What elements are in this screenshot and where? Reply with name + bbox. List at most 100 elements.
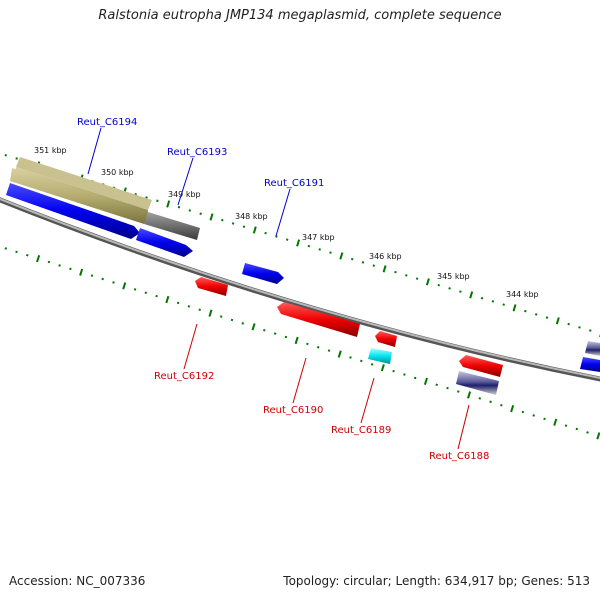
scale-minor-tick — [284, 335, 288, 339]
scale-major-tick — [209, 213, 214, 221]
scale-minor-tick — [177, 205, 181, 209]
gene-label-reut-c6189[interactable]: Reut_C6189 — [331, 425, 391, 436]
leader-reut-c6190 — [292, 357, 307, 404]
scale-minor-tick — [47, 260, 51, 264]
scale-major-tick — [423, 377, 428, 385]
accession-text: Accession: NC_007336 — [9, 574, 146, 588]
scale-major-tick — [469, 291, 474, 299]
scale-minor-tick — [489, 400, 492, 404]
gene-red-small[interactable] — [375, 331, 397, 347]
scale-major-tick — [337, 350, 342, 358]
scale-major-tick — [596, 432, 600, 440]
scale-label-344kbp: 344 kbp — [506, 290, 539, 299]
scale-major-tick — [555, 317, 560, 325]
leader-reut-c6188 — [457, 404, 470, 450]
scale-major-tick — [339, 252, 344, 260]
scale-minor-tick — [26, 253, 29, 257]
scale-major-tick — [251, 323, 256, 331]
scale-major-tick — [553, 418, 558, 426]
scale-minor-tick — [101, 277, 104, 281]
gene-reut-c6191[interactable] — [242, 263, 284, 284]
scale-minor-tick — [502, 303, 505, 306]
scale-minor-tick — [275, 235, 278, 238]
scale-minor-tick — [578, 326, 581, 329]
gene-label-reut-c6190[interactable]: Reut_C6190 — [263, 405, 323, 416]
scale-minor-tick — [446, 386, 449, 390]
gene-forward-right-navy[interactable] — [585, 341, 600, 356]
scale-minor-tick — [403, 373, 406, 376]
gene-label-reut-c6193[interactable]: Reut_C6193 — [167, 147, 227, 158]
scale-minor-tick — [567, 322, 570, 326]
scale-minor-tick — [394, 270, 397, 274]
scale-minor-tick — [198, 308, 201, 312]
plasmid-backbone — [0, 197, 600, 382]
scale-major-tick — [425, 278, 430, 286]
scale-minor-tick — [370, 363, 374, 366]
scale-minor-tick — [413, 376, 417, 380]
leader-reut-c6192 — [183, 323, 198, 370]
plasmid-backbone-highlight — [0, 197, 600, 380]
gene-label-reut-c6191[interactable]: Reut_C6191 — [264, 178, 324, 189]
scale-label-349kbp: 349 kbp — [168, 190, 201, 199]
map-title: Ralstonia eutropha JMP134 megaplasmid, c… — [98, 8, 502, 23]
leader-reut-c6189 — [360, 377, 375, 424]
scale-minor-tick — [188, 209, 192, 212]
gene-label-reut-c6194[interactable]: Reut_C6194 — [77, 117, 137, 128]
feature-grey-region[interactable] — [144, 212, 200, 240]
scale-major-tick — [208, 309, 213, 317]
scale-minor-tick — [415, 277, 419, 280]
scale-minor-tick — [306, 342, 309, 346]
gene-label-reut-c6188[interactable]: Reut_C6188 — [429, 451, 489, 462]
scale-minor-tick — [145, 196, 148, 199]
scale-minor-tick — [112, 281, 115, 284]
scale-minor-tick — [360, 359, 363, 363]
scale-minor-tick — [273, 332, 277, 335]
gene-label-reut-c6192[interactable]: Reut_C6192 — [154, 371, 214, 382]
scale-minor-tick — [133, 288, 137, 291]
gene-reut-c6193[interactable] — [136, 228, 193, 257]
scale-minor-tick — [241, 322, 245, 325]
scale-major-tick — [467, 391, 472, 399]
gene-reut-c6188[interactable] — [456, 371, 499, 395]
scale-major-tick — [36, 254, 41, 263]
gene-reut-c6190[interactable] — [277, 302, 360, 337]
scale-major-tick — [512, 304, 517, 312]
gene-red-right[interactable] — [459, 355, 503, 377]
scale-label-345kbp: 345 kbp — [437, 272, 470, 281]
scale-minor-tick — [491, 300, 495, 303]
feature-olive-region[interactable] — [10, 157, 152, 224]
scale-major-tick — [165, 295, 170, 304]
inner-scale-ring — [4, 247, 600, 440]
scale-minor-tick — [15, 157, 18, 160]
scale-minor-tick — [230, 318, 234, 322]
scale-minor-tick — [575, 427, 579, 431]
gene-forward-right-blue[interactable] — [580, 357, 600, 372]
scale-minor-tick — [156, 199, 159, 202]
scale-minor-tick — [532, 414, 535, 417]
scale-minor-tick — [327, 349, 331, 352]
scale-minor-tick — [448, 287, 451, 290]
scale-major-tick — [252, 226, 257, 234]
scale-minor-tick — [457, 390, 460, 393]
scale-label-348kbp: 348 kbp — [235, 212, 268, 221]
scale-label-351kbp: 351 kbp — [34, 146, 67, 155]
scale-minor-tick — [589, 329, 592, 332]
scale-minor-tick — [586, 431, 589, 434]
scale-minor-tick — [361, 261, 365, 264]
scale-minor-tick — [318, 248, 321, 251]
topology-summary: Topology: circular; Length: 634,917 bp; … — [283, 574, 590, 588]
scale-minor-tick — [187, 305, 191, 308]
scale-major-tick — [294, 336, 299, 345]
gene-reut-c6194[interactable] — [6, 183, 140, 239]
scale-minor-tick — [219, 315, 223, 318]
scale-minor-tick — [285, 238, 289, 241]
scale-minor-tick — [155, 294, 158, 298]
scale-minor-tick — [307, 244, 311, 248]
scale-minor-tick — [543, 417, 546, 421]
scale-label-346kbp: 346 kbp — [369, 252, 402, 261]
scale-minor-tick — [264, 231, 267, 235]
gene-reut-c6192[interactable] — [195, 277, 228, 296]
scale-minor-tick — [545, 316, 549, 319]
gene-reut-c6189[interactable] — [368, 348, 392, 364]
scale-minor-tick — [263, 328, 266, 332]
